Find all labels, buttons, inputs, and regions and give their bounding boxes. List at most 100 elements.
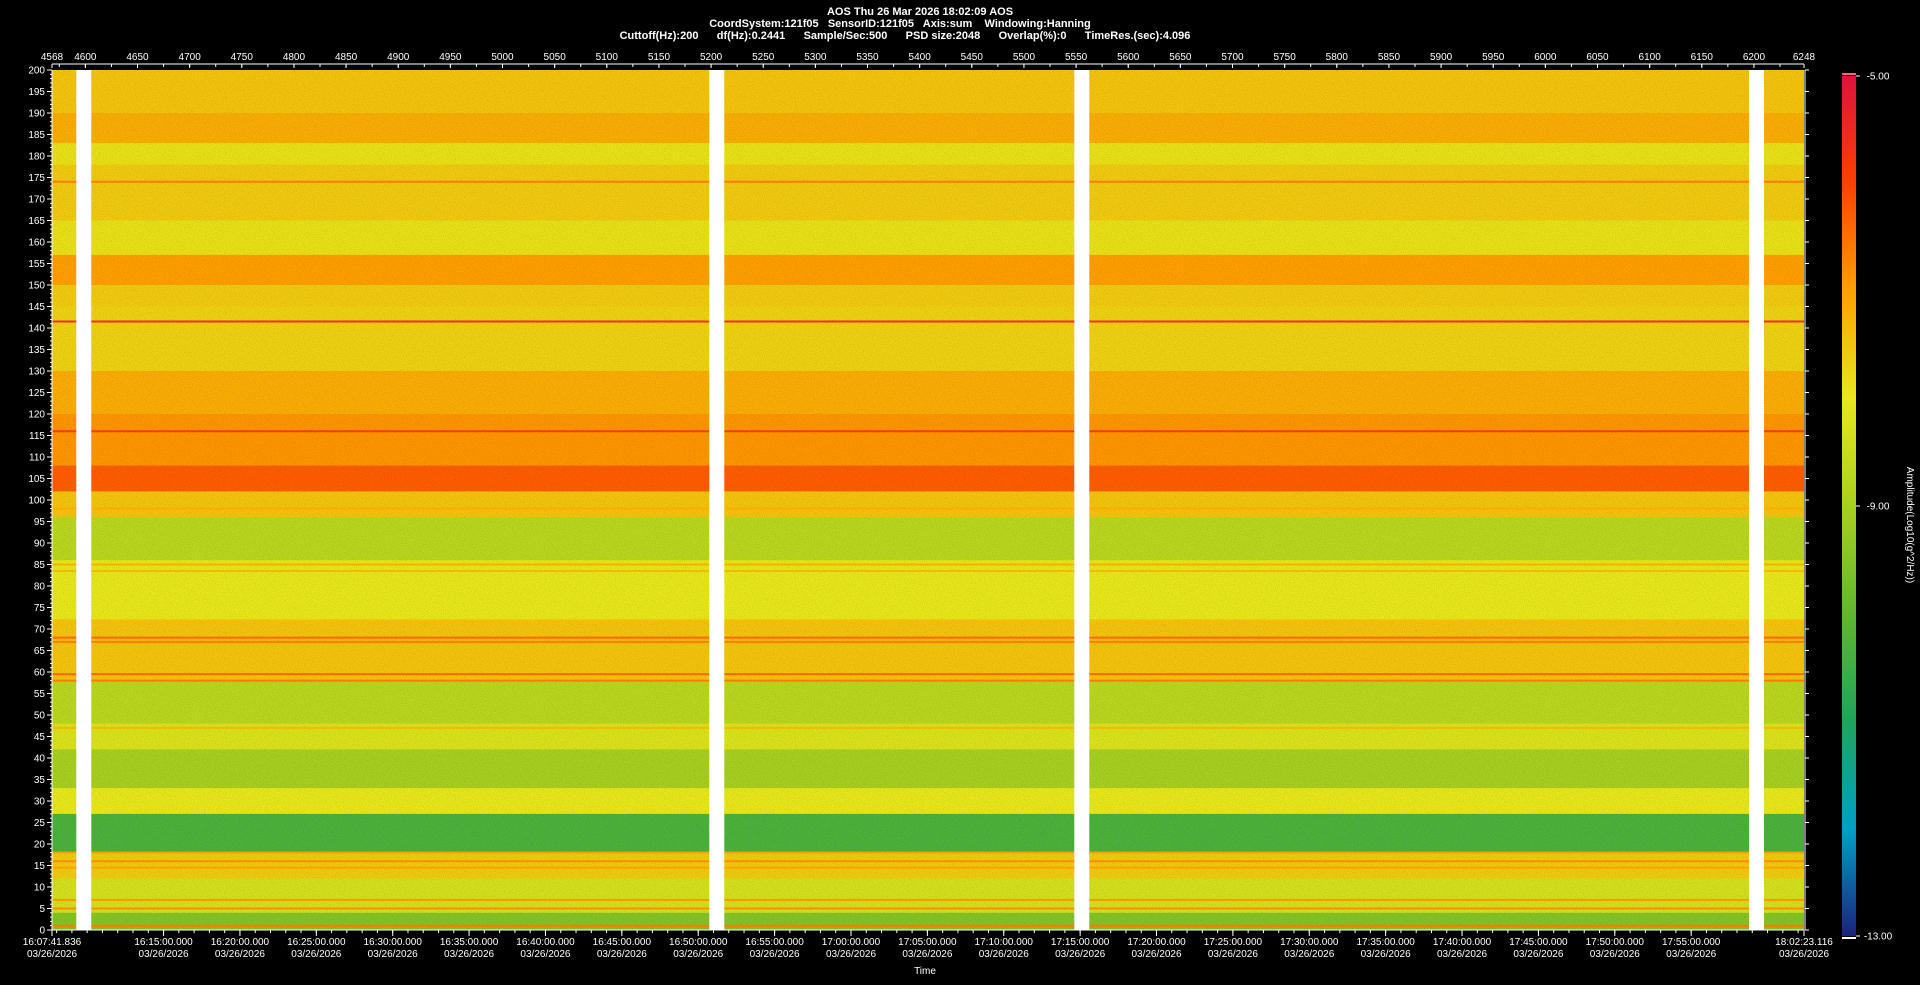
time-tick-date: 03/26/2026 (520, 949, 570, 960)
time-tick-date: 03/26/2026 (1284, 949, 1334, 960)
y-tick-label: 160 (28, 238, 45, 249)
colorbar-bottom-marker (1842, 937, 1856, 939)
time-tick-label: 17:10:00.000 (975, 937, 1034, 948)
top-tick-label: 6200 (1743, 52, 1766, 63)
y-tick-label: 45 (34, 732, 46, 743)
y-tick-label: 15 (34, 861, 46, 872)
top-tick-label: 5600 (1117, 52, 1140, 63)
y-tick-label: 135 (28, 345, 45, 356)
top-tick-label: 4850 (335, 52, 358, 63)
y-tick-label: 95 (34, 517, 46, 528)
top-tick-label: 4650 (126, 52, 149, 63)
time-tick-date: 03/26/2026 (597, 949, 647, 960)
tonal-lines (52, 180, 1804, 927)
data-gap (709, 70, 725, 930)
y-tick-label: 200 (28, 66, 45, 77)
time-start-label: 16:07:41.836 (23, 937, 82, 948)
time-tick-label: 17:40:00.000 (1433, 937, 1492, 948)
y-tick-label: 120 (28, 410, 45, 421)
time-tick-label: 17:05:00.000 (898, 937, 957, 948)
top-tick-label: 5250 (752, 52, 775, 63)
top-tick-label: 4568 (41, 52, 64, 63)
time-tick-label: 17:30:00.000 (1280, 937, 1339, 948)
y-tick-label: 30 (34, 797, 46, 808)
time-tick-date: 03/26/2026 (444, 949, 494, 960)
data-gap (1749, 70, 1765, 930)
time-tick-date: 03/26/2026 (750, 949, 800, 960)
y-tick-label: 150 (28, 281, 45, 292)
y-tick-label: 25 (34, 818, 46, 829)
y-tick-label: 145 (28, 302, 45, 313)
y-tick-label: 175 (28, 173, 45, 184)
y-tick-label: 100 (28, 496, 45, 507)
time-end-date: 03/26/2026 (1779, 949, 1829, 960)
y-tick-label: 80 (34, 582, 46, 593)
top-tick-label: 5400 (909, 52, 932, 63)
y-tick-label: 90 (34, 539, 46, 550)
top-tick-label: 6248 (1793, 52, 1816, 63)
time-tick-date: 03/26/2026 (979, 949, 1029, 960)
time-tick-date: 03/26/2026 (1590, 949, 1640, 960)
y-tick-label: 155 (28, 259, 45, 270)
time-end-label: 18:02:23.116 (1775, 937, 1833, 948)
y-tick-label: 180 (28, 152, 45, 163)
time-tick-label: 17:00:00.000 (822, 937, 881, 948)
y-tick-label: 105 (28, 474, 45, 485)
data-gaps (76, 70, 1765, 930)
top-tick-label: 4700 (179, 52, 202, 63)
time-tick-label: 16:30:00.000 (364, 937, 423, 948)
y-tick-label: 110 (29, 453, 45, 464)
y-tick-label: 35 (34, 775, 46, 786)
y-tick-label: 55 (34, 689, 46, 700)
time-start-date: 03/26/2026 (27, 949, 77, 960)
y-tick-label: 0 (39, 926, 45, 937)
top-tick-label: 4800 (283, 52, 306, 63)
data-gap (76, 70, 92, 930)
y-tick-label: 195 (28, 87, 45, 98)
time-tick-label: 17:45:00.000 (1509, 937, 1568, 948)
time-tick-date: 03/26/2026 (1513, 949, 1563, 960)
top-tick-label: 4950 (439, 52, 462, 63)
y-tick-label: 10 (34, 883, 46, 894)
top-tick-label: 5300 (804, 52, 827, 63)
top-tick-label: 6000 (1534, 52, 1557, 63)
top-tick-label: 5450 (961, 52, 984, 63)
time-tick-date: 03/26/2026 (291, 949, 341, 960)
top-tick-label: 4750 (231, 52, 254, 63)
top-tick-label: 5800 (1326, 52, 1349, 63)
y-tick-label: 170 (28, 195, 45, 206)
time-tick-label: 16:50:00.000 (669, 937, 728, 948)
top-tick-label: 4900 (387, 52, 410, 63)
y-tick-label: 20 (34, 840, 46, 851)
y-tick-label: 60 (34, 668, 46, 679)
y-tick-label: 70 (34, 625, 46, 636)
top-tick-label: 5000 (491, 52, 514, 63)
top-tick-label: 5100 (596, 52, 619, 63)
time-tick-label: 16:55:00.000 (745, 937, 804, 948)
y-tick-label: 115 (29, 431, 45, 442)
time-tick-date: 03/26/2026 (1055, 949, 1105, 960)
y-tick-label: 130 (28, 367, 45, 378)
time-tick-date: 03/26/2026 (139, 949, 189, 960)
time-tick-date: 03/26/2026 (1131, 949, 1181, 960)
time-tick-date: 03/26/2026 (902, 949, 952, 960)
top-tick-label: 4600 (74, 52, 97, 63)
time-tick-date: 03/26/2026 (826, 949, 876, 960)
top-tick-label: 5550 (1065, 52, 1088, 63)
time-tick-date: 03/26/2026 (368, 949, 418, 960)
top-tick-label: 6050 (1586, 52, 1609, 63)
top-tick-label: 5850 (1378, 52, 1401, 63)
time-tick-label: 16:40:00.000 (516, 937, 575, 948)
top-tick-label: 5150 (648, 52, 671, 63)
y-tick-label: 50 (34, 711, 46, 722)
top-tick-label: 5700 (1221, 52, 1244, 63)
time-tick-date: 03/26/2026 (1666, 949, 1716, 960)
top-tick-label: 5900 (1430, 52, 1453, 63)
header-line-3: Cuttoff(Hz):200 df(Hz):0.2441 Sample/Sec… (620, 30, 1191, 42)
colorbar (1842, 76, 1856, 936)
spectral-texture (52, 70, 1804, 930)
x-axis-title: Time (914, 966, 936, 977)
top-tick-label: 5650 (1169, 52, 1192, 63)
